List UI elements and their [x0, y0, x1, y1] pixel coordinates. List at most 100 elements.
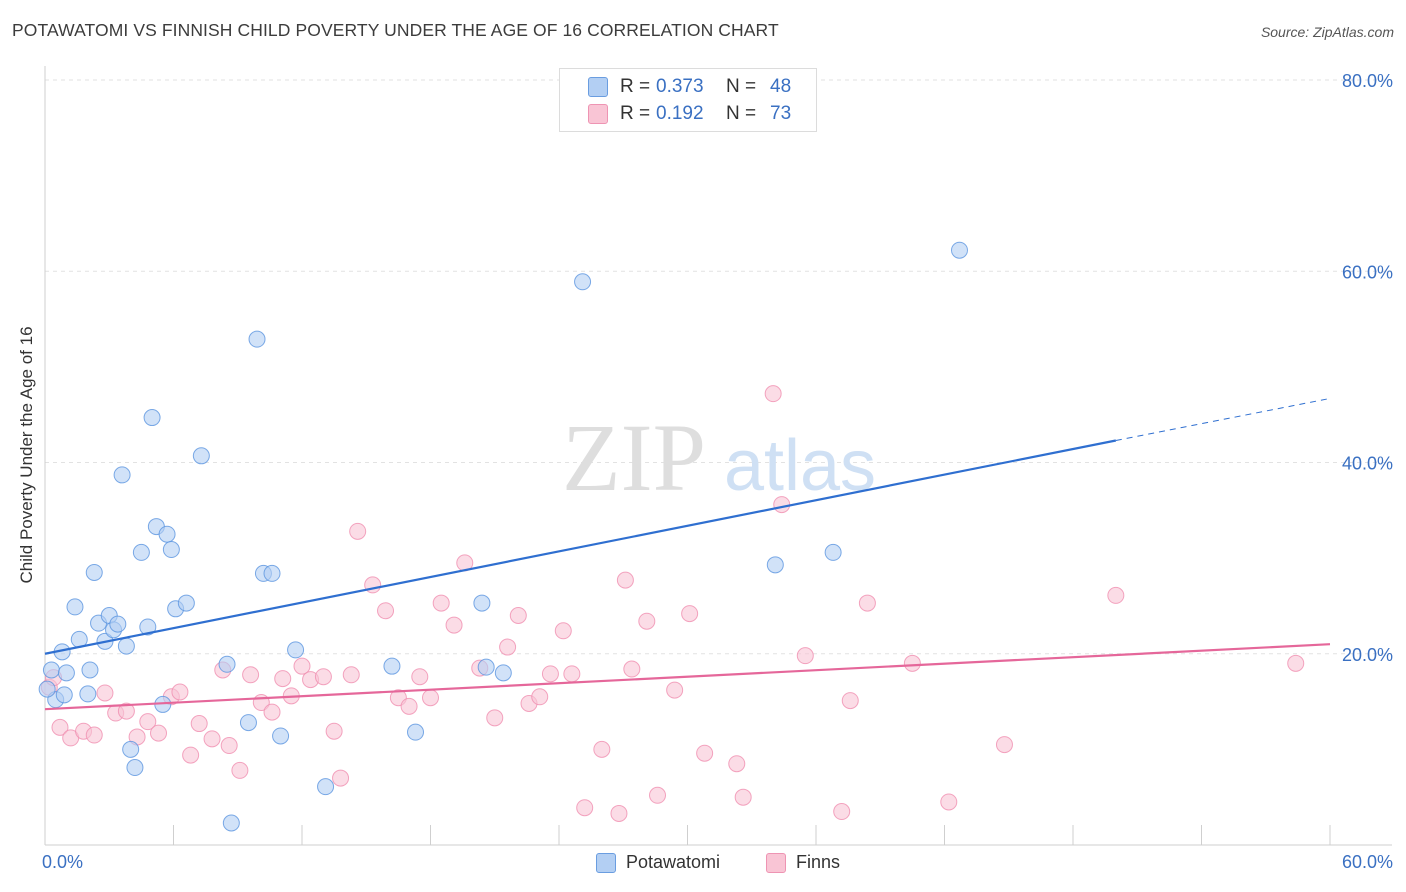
data-point-potawatomi [766, 556, 784, 574]
data-point-potawatomi [494, 664, 512, 682]
data-point-finns [593, 740, 611, 758]
data-point-potawatomi [126, 759, 144, 777]
data-point-potawatomi [177, 594, 195, 612]
data-point-finns [841, 692, 859, 710]
data-point-potawatomi [117, 637, 135, 655]
trend-line-extension-potawatomi [1115, 397, 1331, 441]
watermark-atlas: atlas [724, 426, 876, 506]
series-legend: Potawatomi Finns [0, 852, 1406, 878]
y-tick-label: 20.0% [1342, 645, 1393, 665]
legend-label: Potawatomi [626, 852, 721, 872]
data-point-finns [563, 665, 581, 683]
data-point-potawatomi [109, 615, 127, 633]
data-point-finns [541, 665, 559, 683]
data-point-finns [681, 605, 699, 623]
data-point-potawatomi [239, 714, 257, 732]
data-point-potawatomi [287, 641, 305, 659]
legend-item-finns: Finns [766, 852, 840, 873]
data-point-finns [903, 654, 921, 672]
gridlines [45, 79, 1392, 655]
data-point-potawatomi [79, 685, 97, 703]
data-point-potawatomi [113, 466, 131, 484]
data-point-finns [342, 666, 360, 684]
data-point-finns [411, 668, 429, 686]
n-value: 48 [770, 76, 792, 97]
data-point-finns [995, 736, 1013, 754]
data-point-finns [432, 594, 450, 612]
data-point-potawatomi [57, 664, 75, 682]
legend-swatch [596, 852, 616, 873]
data-point-finns [293, 657, 311, 675]
x-tick-label-max: 60.0% [1342, 852, 1393, 872]
data-point-finns [445, 616, 463, 634]
data-point-potawatomi [42, 661, 60, 679]
legend-item-potawatomi: Potawatomi [596, 852, 720, 873]
data-point-finns [1287, 654, 1305, 672]
data-point-finns [332, 769, 350, 787]
data-point-potawatomi [222, 814, 240, 832]
data-point-potawatomi [139, 618, 157, 636]
data-points [38, 241, 1305, 832]
y-axis-label: Child Poverty Under the Age of 16 [17, 326, 36, 584]
chart-title: POTAWATOMI VS FINNISH CHILD POVERTY UNDE… [12, 20, 779, 40]
legend-row-potawatomi: R = 0.373 N = 48 [620, 75, 840, 99]
data-point-potawatomi [143, 409, 161, 427]
data-point-finns [638, 612, 656, 630]
data-point-finns [220, 737, 238, 755]
correlation-legend: R = 0.373 N = 48 R = 0.192 N = 73 [559, 68, 817, 132]
data-point-finns [85, 726, 103, 744]
data-point-finns [1107, 586, 1125, 604]
source-label: Source: ZipAtlas.com [1260, 24, 1394, 40]
data-point-potawatomi [158, 525, 176, 543]
legend-swatch [766, 852, 786, 873]
axes [44, 66, 1392, 846]
data-point-finns [96, 684, 114, 702]
data-point-finns [796, 647, 814, 665]
data-point-finns [858, 594, 876, 612]
data-point-potawatomi [407, 723, 425, 741]
data-point-finns [499, 638, 517, 656]
data-point-finns [274, 670, 292, 688]
data-point-finns [51, 718, 69, 736]
data-point-potawatomi [122, 740, 140, 758]
data-point-finns [833, 803, 851, 821]
data-point-potawatomi [950, 241, 968, 259]
y-tick-label: 80.0% [1342, 71, 1393, 91]
data-point-potawatomi [162, 541, 180, 559]
data-point-potawatomi [473, 594, 491, 612]
data-point-finns [400, 697, 418, 715]
data-point-potawatomi [66, 598, 84, 616]
data-point-finns [696, 744, 714, 762]
data-point-finns [649, 786, 667, 804]
tick-labels: 20.0% 40.0% 60.0% 80.0% 0.0% 60.0% [42, 71, 1393, 872]
data-point-finns [734, 788, 752, 806]
data-point-potawatomi [272, 727, 290, 745]
data-point-potawatomi [263, 564, 281, 582]
data-point-potawatomi [218, 655, 236, 673]
data-point-potawatomi [248, 330, 266, 348]
n-value: 73 [770, 103, 792, 124]
data-point-finns [764, 385, 782, 403]
r-label: R = [620, 76, 651, 97]
data-point-finns [610, 804, 628, 822]
trend-line-finns [44, 643, 1331, 711]
data-point-finns [203, 730, 221, 748]
legend-row-finns: R = 0.192 N = 73 [620, 102, 840, 126]
r-value: 0.192 [656, 103, 704, 124]
x-tick-label-min: 0.0% [42, 852, 83, 872]
r-label: R = [620, 103, 651, 124]
data-point-potawatomi [477, 658, 495, 676]
data-point-finns [616, 571, 634, 589]
n-label: N = [726, 103, 757, 124]
data-point-potawatomi [383, 657, 401, 675]
data-point-finns [190, 715, 208, 733]
n-label: N = [726, 76, 757, 97]
data-point-potawatomi [81, 661, 99, 679]
data-point-potawatomi [192, 447, 210, 465]
data-point-potawatomi [574, 273, 592, 291]
data-point-finns [422, 689, 439, 707]
data-point-finns [623, 660, 641, 678]
data-point-finns [576, 799, 594, 817]
data-point-finns [666, 681, 684, 699]
data-point-finns [314, 668, 332, 686]
